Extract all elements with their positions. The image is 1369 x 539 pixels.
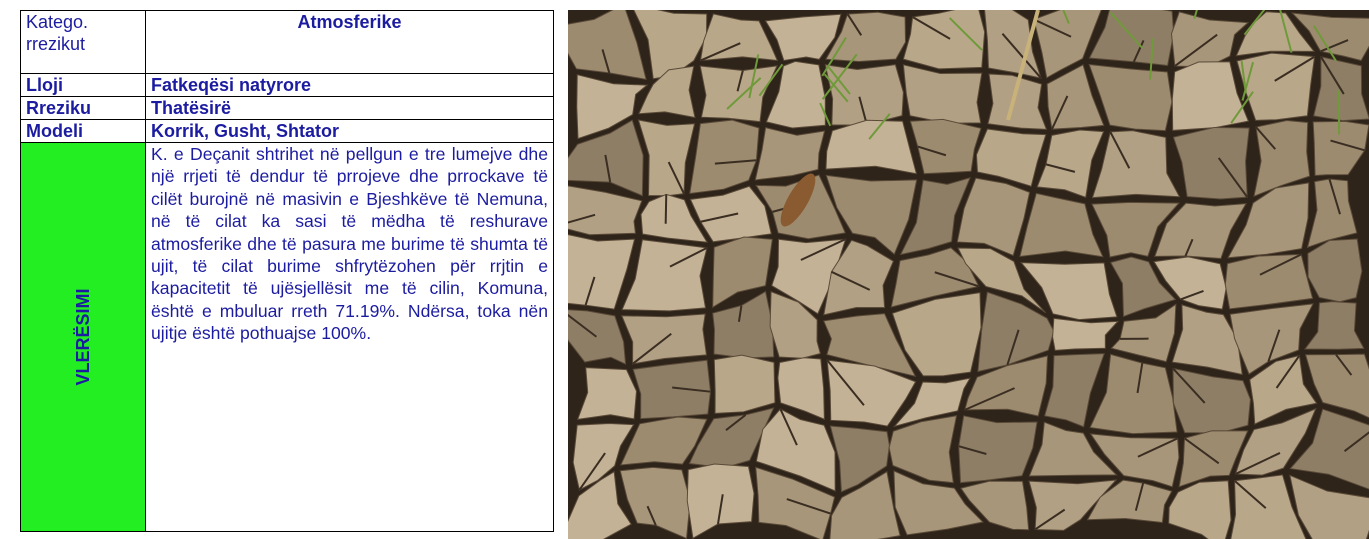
soil-plate: [714, 355, 775, 413]
label-cell: VLERËSIMI: [21, 143, 146, 532]
soil-plate: [1308, 239, 1362, 302]
small-crack: [666, 194, 667, 223]
label-cell: Katego. rrezikut: [21, 11, 146, 74]
label-cell: Lloji: [21, 74, 146, 97]
vertical-label: VLERËSIMI: [72, 288, 94, 385]
row: Modeli Korrik, Gusht, Shtator: [21, 120, 554, 143]
row: Rreziku Thatësirë: [21, 97, 554, 120]
value-cell: Thatësirë: [146, 97, 554, 120]
label-cell: Modeli: [21, 120, 146, 143]
label-cell: Rreziku: [21, 97, 146, 120]
value-cell: Korrik, Gusht, Shtator: [146, 120, 554, 143]
soil-plate: [633, 360, 710, 418]
row: Katego. rrezikut Atmosferike: [21, 11, 554, 74]
soil-plate: [826, 120, 916, 173]
row: VLERËSIMI K. e Deçanit shtrihet në pellg…: [21, 143, 554, 532]
value-cell: Fatkeqësi natyrore: [146, 74, 554, 97]
dry-soil-photo: [568, 10, 1369, 539]
row: Lloji Fatkeqësi natyrore: [21, 74, 554, 97]
value-cell: Atmosferike: [146, 11, 554, 74]
page: Katego. rrezikut Atmosferike Lloji Fatke…: [0, 0, 1369, 539]
assessment-text: K. e Deçanit shtrihet në pellgun e tre l…: [146, 143, 554, 532]
soil-plate: [903, 65, 981, 123]
risk-table: Katego. rrezikut Atmosferike Lloji Fatke…: [20, 10, 554, 532]
